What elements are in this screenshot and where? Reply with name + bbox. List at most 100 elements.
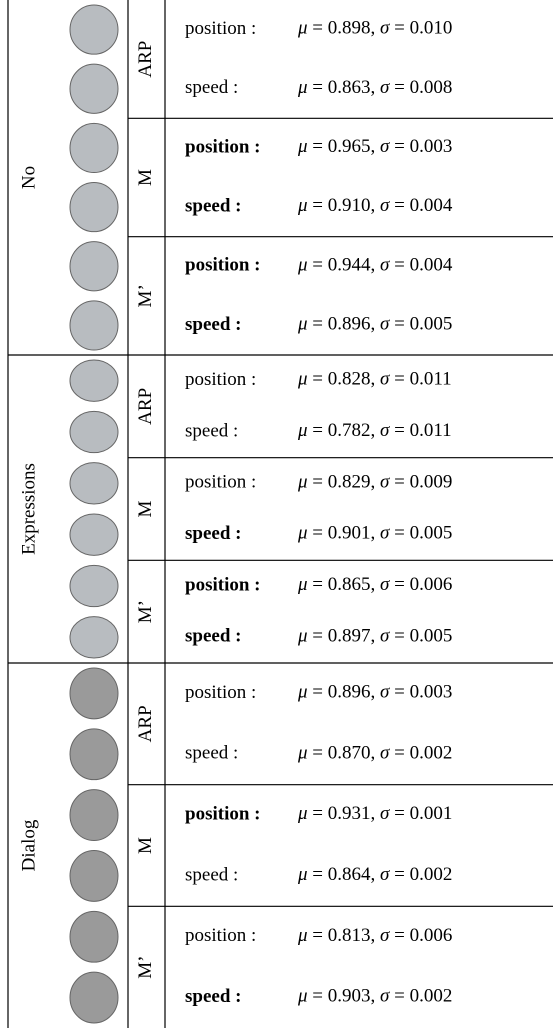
face-thumbnail (69, 667, 119, 720)
metric-label: position : (185, 574, 261, 595)
metric-label: speed : (185, 626, 241, 647)
value-part: μ (297, 420, 308, 441)
value-part: = 0.003 (389, 682, 452, 703)
value-part: = 0.011 (389, 420, 451, 441)
metric-value: μ = 0.910, σ = 0.004 (297, 195, 453, 216)
metric-label: position : (185, 255, 261, 276)
metric-value: μ = 0.896, σ = 0.005 (297, 314, 452, 335)
value-part: = 0.965, (308, 136, 380, 157)
metric-value: μ = 0.782, σ = 0.011 (297, 420, 452, 441)
value-part: = 0.005 (389, 626, 452, 647)
value-part: μ (297, 314, 308, 335)
face-thumbnail (69, 564, 119, 608)
method-label: M’ (135, 284, 156, 307)
value-part: μ (297, 574, 308, 595)
method-label: M’ (135, 956, 156, 979)
metric-value: μ = 0.828, σ = 0.011 (297, 369, 452, 390)
metric-value: μ = 0.903, σ = 0.002 (297, 986, 452, 1007)
face-thumbnail (69, 300, 119, 351)
face-thumbnail (69, 971, 119, 1024)
value-part: = 0.008 (389, 77, 452, 98)
value-part: μ (297, 803, 308, 824)
value-part: μ (297, 77, 308, 98)
metric-label: position : (185, 682, 256, 703)
metric-value: μ = 0.898, σ = 0.010 (297, 18, 452, 39)
value-part: = 0.009 (389, 472, 452, 493)
method-label: M (135, 169, 156, 186)
value-part: = 0.010 (389, 18, 452, 39)
metric-label: speed : (185, 195, 241, 216)
method-label: M (135, 837, 156, 854)
face-thumbnail (69, 182, 119, 233)
metric-label: speed : (185, 314, 241, 335)
metric-value: μ = 0.813, σ = 0.006 (297, 925, 452, 946)
value-part: σ (380, 77, 390, 98)
metric-label: speed : (185, 986, 241, 1007)
metric-value: μ = 0.829, σ = 0.009 (297, 472, 452, 493)
metric-value: μ = 0.863, σ = 0.008 (297, 77, 452, 98)
value-part: σ (380, 18, 390, 39)
value-part: = 0.004 (389, 255, 452, 276)
value-part: σ (380, 626, 390, 647)
value-part: σ (380, 925, 390, 946)
metric-label: speed : (185, 523, 241, 544)
value-part: μ (297, 195, 308, 216)
metric-label: position : (185, 136, 261, 157)
face-thumbnail (69, 789, 119, 841)
group-label: No (18, 166, 39, 189)
method-label: ARP (135, 705, 156, 742)
method-label: ARP (135, 41, 156, 78)
metric-label: speed : (185, 743, 238, 764)
value-part: = 0.828, (308, 369, 380, 390)
value-part: μ (297, 925, 308, 946)
value-part: = 0.865, (308, 574, 380, 595)
value-part: μ (297, 136, 308, 157)
metric-label: position : (185, 925, 256, 946)
value-part: = 0.870, (308, 743, 380, 764)
value-part: = 0.003 (389, 136, 452, 157)
value-part: = 0.005 (389, 314, 452, 335)
value-part: = 0.002 (389, 986, 452, 1007)
value-part: = 0.813, (308, 925, 380, 946)
value-part: μ (297, 472, 308, 493)
metric-value: μ = 0.931, σ = 0.001 (297, 803, 452, 824)
metric-value: μ = 0.870, σ = 0.002 (297, 743, 452, 764)
face-thumbnail (69, 910, 119, 963)
value-part: σ (380, 136, 390, 157)
value-part: = 0.002 (389, 743, 452, 764)
value-part: μ (297, 743, 308, 764)
face-thumbnail (69, 462, 119, 505)
value-part: μ (297, 369, 308, 390)
value-part: μ (297, 255, 308, 276)
value-part: = 0.896, (308, 314, 380, 335)
value-part: = 0.011 (389, 369, 451, 390)
value-part: = 0.863, (308, 77, 380, 98)
value-part: σ (380, 314, 390, 335)
face-thumbnail (69, 513, 119, 556)
metric-label: position : (185, 472, 256, 493)
value-part: μ (297, 18, 308, 39)
value-part: = 0.931, (308, 803, 380, 824)
metric-value: μ = 0.897, σ = 0.005 (297, 626, 452, 647)
value-part: = 0.864, (308, 864, 380, 885)
value-part: = 0.896, (308, 682, 380, 703)
value-part: = 0.002 (389, 864, 452, 885)
method-label: M (135, 500, 156, 517)
method-label: M’ (135, 600, 156, 623)
face-thumbnail (69, 241, 119, 292)
value-part: = 0.001 (389, 803, 452, 824)
face-thumbnail (69, 63, 119, 114)
value-part: μ (297, 626, 308, 647)
value-part: σ (380, 682, 390, 703)
metric-value: μ = 0.901, σ = 0.005 (297, 523, 452, 544)
value-part: σ (380, 195, 390, 216)
face-thumbnail (69, 4, 119, 55)
value-part: = 0.006 (389, 574, 452, 595)
value-part: = 0.910, (308, 195, 380, 216)
value-part: σ (380, 523, 390, 544)
value-part: μ (297, 523, 308, 544)
value-part: σ (380, 369, 390, 390)
metric-value: μ = 0.864, σ = 0.002 (297, 864, 452, 885)
value-part: σ (380, 986, 390, 1007)
